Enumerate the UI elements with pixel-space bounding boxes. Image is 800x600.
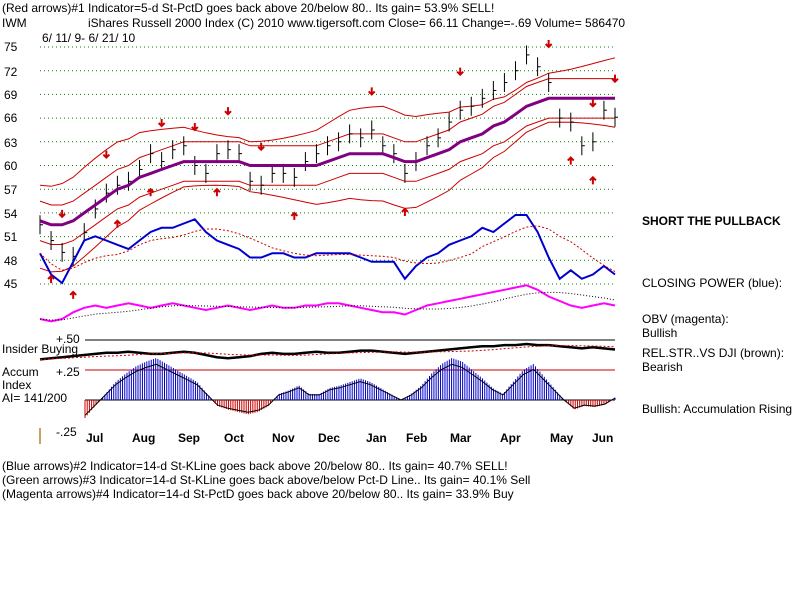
y-tick-label: 57	[4, 183, 18, 197]
month-label: Oct	[224, 431, 245, 445]
accum-status-label: Bullish: Accumulation Rising	[642, 402, 793, 416]
month-label: Aug	[132, 431, 156, 445]
month-label: Mar	[450, 431, 472, 445]
buy-arrow-icon	[47, 274, 55, 284]
relstr-line	[39, 342, 616, 361]
sell-arrow-icon	[102, 150, 111, 160]
obv-label: OBV (magenta):	[642, 312, 729, 326]
month-label: Jul	[86, 431, 104, 445]
index-label: Index	[2, 378, 32, 392]
ai-label: AI= 141/200	[2, 391, 68, 405]
obv-value: Bullish	[642, 326, 678, 340]
month-label: Sep	[178, 431, 201, 445]
insider-buying-label: Insider Buying	[2, 342, 79, 356]
chart-title: iShares Russell 2000 Index (C) 2010 www.…	[88, 16, 626, 30]
y-tick-label: 45	[4, 277, 18, 291]
y-tick-label: 72	[4, 65, 18, 79]
obv-line	[39, 284, 616, 323]
y-tick-label: 48	[4, 254, 18, 268]
y-tick-label: 60	[4, 159, 18, 173]
month-label: Nov	[272, 431, 295, 445]
y-tick-label: 66	[4, 111, 18, 125]
ticker-label: IWM	[2, 16, 27, 30]
y-tick-label: 69	[4, 88, 18, 102]
relstr-label: REL.STR..VS DJI (brown):	[642, 346, 785, 360]
month-label: Feb	[406, 431, 428, 445]
buy-arrow-icon	[290, 211, 299, 220]
y-tick-label: 63	[4, 136, 18, 150]
sell-arrow-icon	[368, 87, 376, 96]
accum-label: Accum	[2, 365, 39, 379]
inner-lower-band-line	[39, 117, 615, 245]
red-arrows-legend: (Red arrows)#1 Indicator=5-d St-PctD goe…	[2, 1, 495, 15]
sell-arrow-icon	[257, 142, 265, 152]
buy-arrow-icon	[567, 156, 575, 165]
lower-band-line	[39, 121, 616, 273]
sell-arrow-icon	[157, 119, 166, 128]
month-label: Apr	[500, 431, 521, 445]
y-tick-label: 51	[4, 230, 18, 244]
tick-plus25: +.25	[56, 365, 80, 379]
month-label: Dec	[318, 431, 341, 445]
closing-power-line	[39, 214, 616, 285]
magenta-arrows-legend: (Magenta arrows)#4 Indicator=14-d St-Pct…	[2, 487, 514, 501]
upper-band-line	[39, 57, 616, 187]
month-label: Jun	[592, 431, 614, 445]
green-arrows-legend: (Green arrows)#3 Indicator=14-d St-KLine…	[2, 473, 531, 487]
sell-arrow-icon	[456, 67, 464, 77]
short-pullback-label: SHORT THE PULLBACK	[642, 214, 781, 228]
closing-power-ma-line	[39, 225, 616, 272]
buy-arrow-icon	[401, 207, 409, 216]
buy-arrow-icon	[69, 290, 77, 299]
sell-arrow-icon	[58, 209, 66, 219]
month-label: Jan	[366, 431, 387, 445]
accum-ma-line	[84, 363, 616, 416]
moving-average-line	[39, 96, 615, 227]
closing-power-label: CLOSING POWER (blue):	[642, 276, 783, 290]
sell-arrow-icon	[544, 40, 553, 49]
y-tick-label: 75	[4, 40, 18, 54]
date-range: 6/ 11/ 9- 6/ 21/ 10	[42, 31, 136, 45]
sell-arrow-icon	[589, 99, 597, 108]
buy-arrow-icon	[213, 187, 221, 197]
relstr-value: Bearish	[642, 360, 683, 374]
buy-arrow-icon	[113, 219, 122, 228]
y-tick-label: 54	[4, 207, 18, 221]
sell-arrow-icon	[191, 122, 199, 132]
obv-ma-line	[39, 291, 616, 321]
buy-arrow-icon	[589, 175, 597, 185]
blue-arrows-legend: (Blue arrows)#2 Indicator=14-d St-KLine …	[2, 459, 508, 473]
month-label: May	[550, 431, 574, 445]
tick-plus50: +.50	[56, 332, 80, 346]
sell-arrow-icon	[224, 107, 232, 116]
buy-arrow-icon	[146, 187, 155, 197]
sell-arrow-icon	[611, 74, 619, 84]
tick-minus25: -.25	[56, 425, 77, 439]
